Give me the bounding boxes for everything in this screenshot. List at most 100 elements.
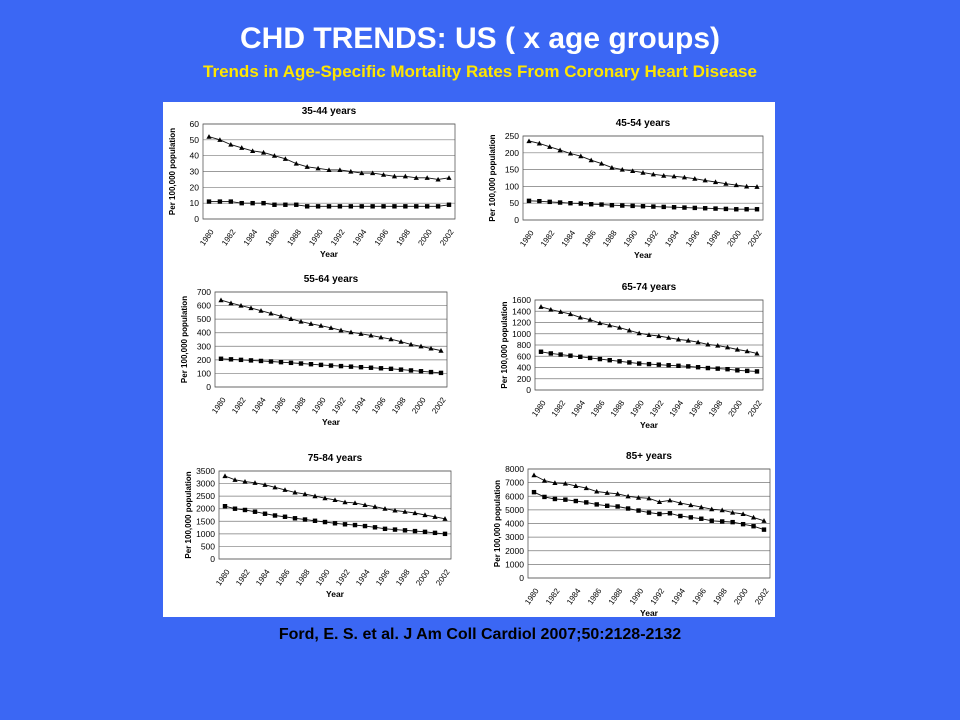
triangle-marker bbox=[646, 495, 652, 501]
square-marker bbox=[754, 369, 760, 374]
square-marker bbox=[699, 516, 704, 521]
triangle-marker bbox=[548, 306, 554, 312]
square-marker bbox=[725, 366, 730, 372]
square-marker bbox=[238, 357, 244, 363]
square-marker bbox=[232, 506, 238, 511]
square-marker bbox=[744, 207, 749, 212]
plot-frame bbox=[522, 135, 764, 221]
square-marker bbox=[686, 364, 691, 369]
x-axis-label: Year bbox=[326, 589, 345, 599]
triangle-marker bbox=[272, 484, 278, 490]
square-marker bbox=[597, 356, 603, 362]
y-tick-label: 150 bbox=[505, 165, 519, 175]
x-tick-label: 1996 bbox=[687, 398, 705, 418]
square-marker bbox=[667, 511, 673, 516]
triangle-marker bbox=[260, 149, 267, 155]
x-tick-label: 1984 bbox=[565, 586, 583, 606]
triangle-marker bbox=[252, 480, 258, 485]
triangle-marker bbox=[248, 305, 254, 311]
triangle-marker bbox=[308, 321, 314, 326]
triangle-marker bbox=[368, 332, 374, 338]
y-tick-label: 1000 bbox=[505, 559, 524, 569]
y-axis-label: Per 100,000 population bbox=[488, 134, 497, 221]
triangle-marker bbox=[619, 167, 625, 172]
triangle-marker bbox=[292, 489, 298, 495]
square-marker bbox=[422, 529, 428, 535]
x-tick-label: 1980 bbox=[198, 227, 216, 247]
triangle-marker bbox=[348, 329, 354, 335]
square-marker bbox=[531, 489, 537, 495]
square-marker bbox=[378, 366, 384, 371]
square-marker bbox=[239, 200, 244, 206]
square-marker bbox=[432, 530, 438, 536]
y-tick-label: 0 bbox=[526, 385, 531, 395]
x-tick-label: 2002 bbox=[746, 398, 764, 418]
y-tick-label: 200 bbox=[197, 355, 211, 365]
x-tick-label: 1988 bbox=[290, 395, 308, 415]
square-marker bbox=[734, 207, 739, 212]
triangle-marker bbox=[597, 320, 603, 326]
triangle-marker bbox=[547, 144, 553, 149]
triangle-marker bbox=[656, 333, 662, 339]
triangle-marker bbox=[222, 473, 228, 479]
y-tick-label: 50 bbox=[190, 135, 200, 145]
triangle-marker bbox=[754, 184, 760, 189]
square-marker bbox=[402, 528, 408, 533]
square-marker bbox=[715, 366, 720, 371]
square-marker bbox=[754, 207, 760, 212]
triangle-marker bbox=[541, 477, 548, 483]
square-marker bbox=[563, 497, 568, 502]
triangle-marker bbox=[692, 176, 698, 181]
x-tick-label: 1990 bbox=[628, 398, 646, 418]
square-marker bbox=[352, 522, 358, 528]
y-tick-label: 600 bbox=[197, 301, 211, 311]
triangle-marker bbox=[268, 310, 274, 316]
square-marker bbox=[526, 198, 532, 204]
triangle-marker bbox=[435, 176, 441, 182]
x-tick-label: 1984 bbox=[242, 227, 260, 247]
square-marker bbox=[282, 514, 288, 519]
square-marker bbox=[646, 510, 652, 515]
triangle-marker bbox=[328, 325, 334, 330]
triangle-marker bbox=[438, 348, 444, 353]
square-marker bbox=[557, 200, 563, 205]
x-tick-label: 1988 bbox=[607, 586, 625, 606]
triangle-marker bbox=[734, 346, 740, 352]
y-tick-label: 10 bbox=[190, 198, 200, 208]
y-axis-label: Per 100,000 population bbox=[168, 128, 177, 215]
square-marker bbox=[599, 202, 604, 207]
y-tick-label: 250 bbox=[505, 131, 519, 141]
square-marker bbox=[442, 531, 448, 537]
triangle-marker bbox=[754, 350, 760, 356]
triangle-marker bbox=[526, 138, 532, 144]
plot-frame bbox=[534, 299, 764, 391]
triangle-marker bbox=[583, 485, 589, 491]
x-tick-label: 1980 bbox=[518, 228, 536, 248]
triangle-marker bbox=[588, 157, 594, 163]
panel-title: 65-74 years bbox=[622, 282, 677, 293]
triangle-marker bbox=[573, 483, 579, 488]
y-tick-label: 3000 bbox=[505, 532, 524, 542]
square-marker bbox=[578, 201, 584, 206]
x-tick-label: 1990 bbox=[314, 567, 332, 587]
triangle-marker bbox=[724, 344, 731, 350]
square-marker bbox=[242, 507, 248, 513]
square-marker bbox=[359, 204, 364, 209]
triangle-marker bbox=[636, 330, 642, 336]
triangle-marker bbox=[228, 300, 234, 306]
triangle-marker bbox=[358, 331, 364, 336]
square-marker bbox=[620, 203, 625, 208]
square-marker bbox=[607, 357, 612, 363]
square-marker bbox=[636, 508, 641, 513]
y-tick-label: 6000 bbox=[505, 491, 524, 501]
square-marker bbox=[744, 368, 750, 374]
square-marker bbox=[692, 205, 698, 211]
x-tick-label: 2002 bbox=[430, 395, 448, 415]
x-tick-label: 2000 bbox=[732, 586, 750, 606]
triangle-marker bbox=[392, 507, 398, 513]
plot-frame bbox=[202, 123, 456, 220]
square-marker bbox=[388, 366, 394, 372]
triangle-marker bbox=[744, 183, 750, 189]
triangle-marker bbox=[552, 480, 558, 485]
panel-title: 35-44 years bbox=[302, 106, 357, 117]
